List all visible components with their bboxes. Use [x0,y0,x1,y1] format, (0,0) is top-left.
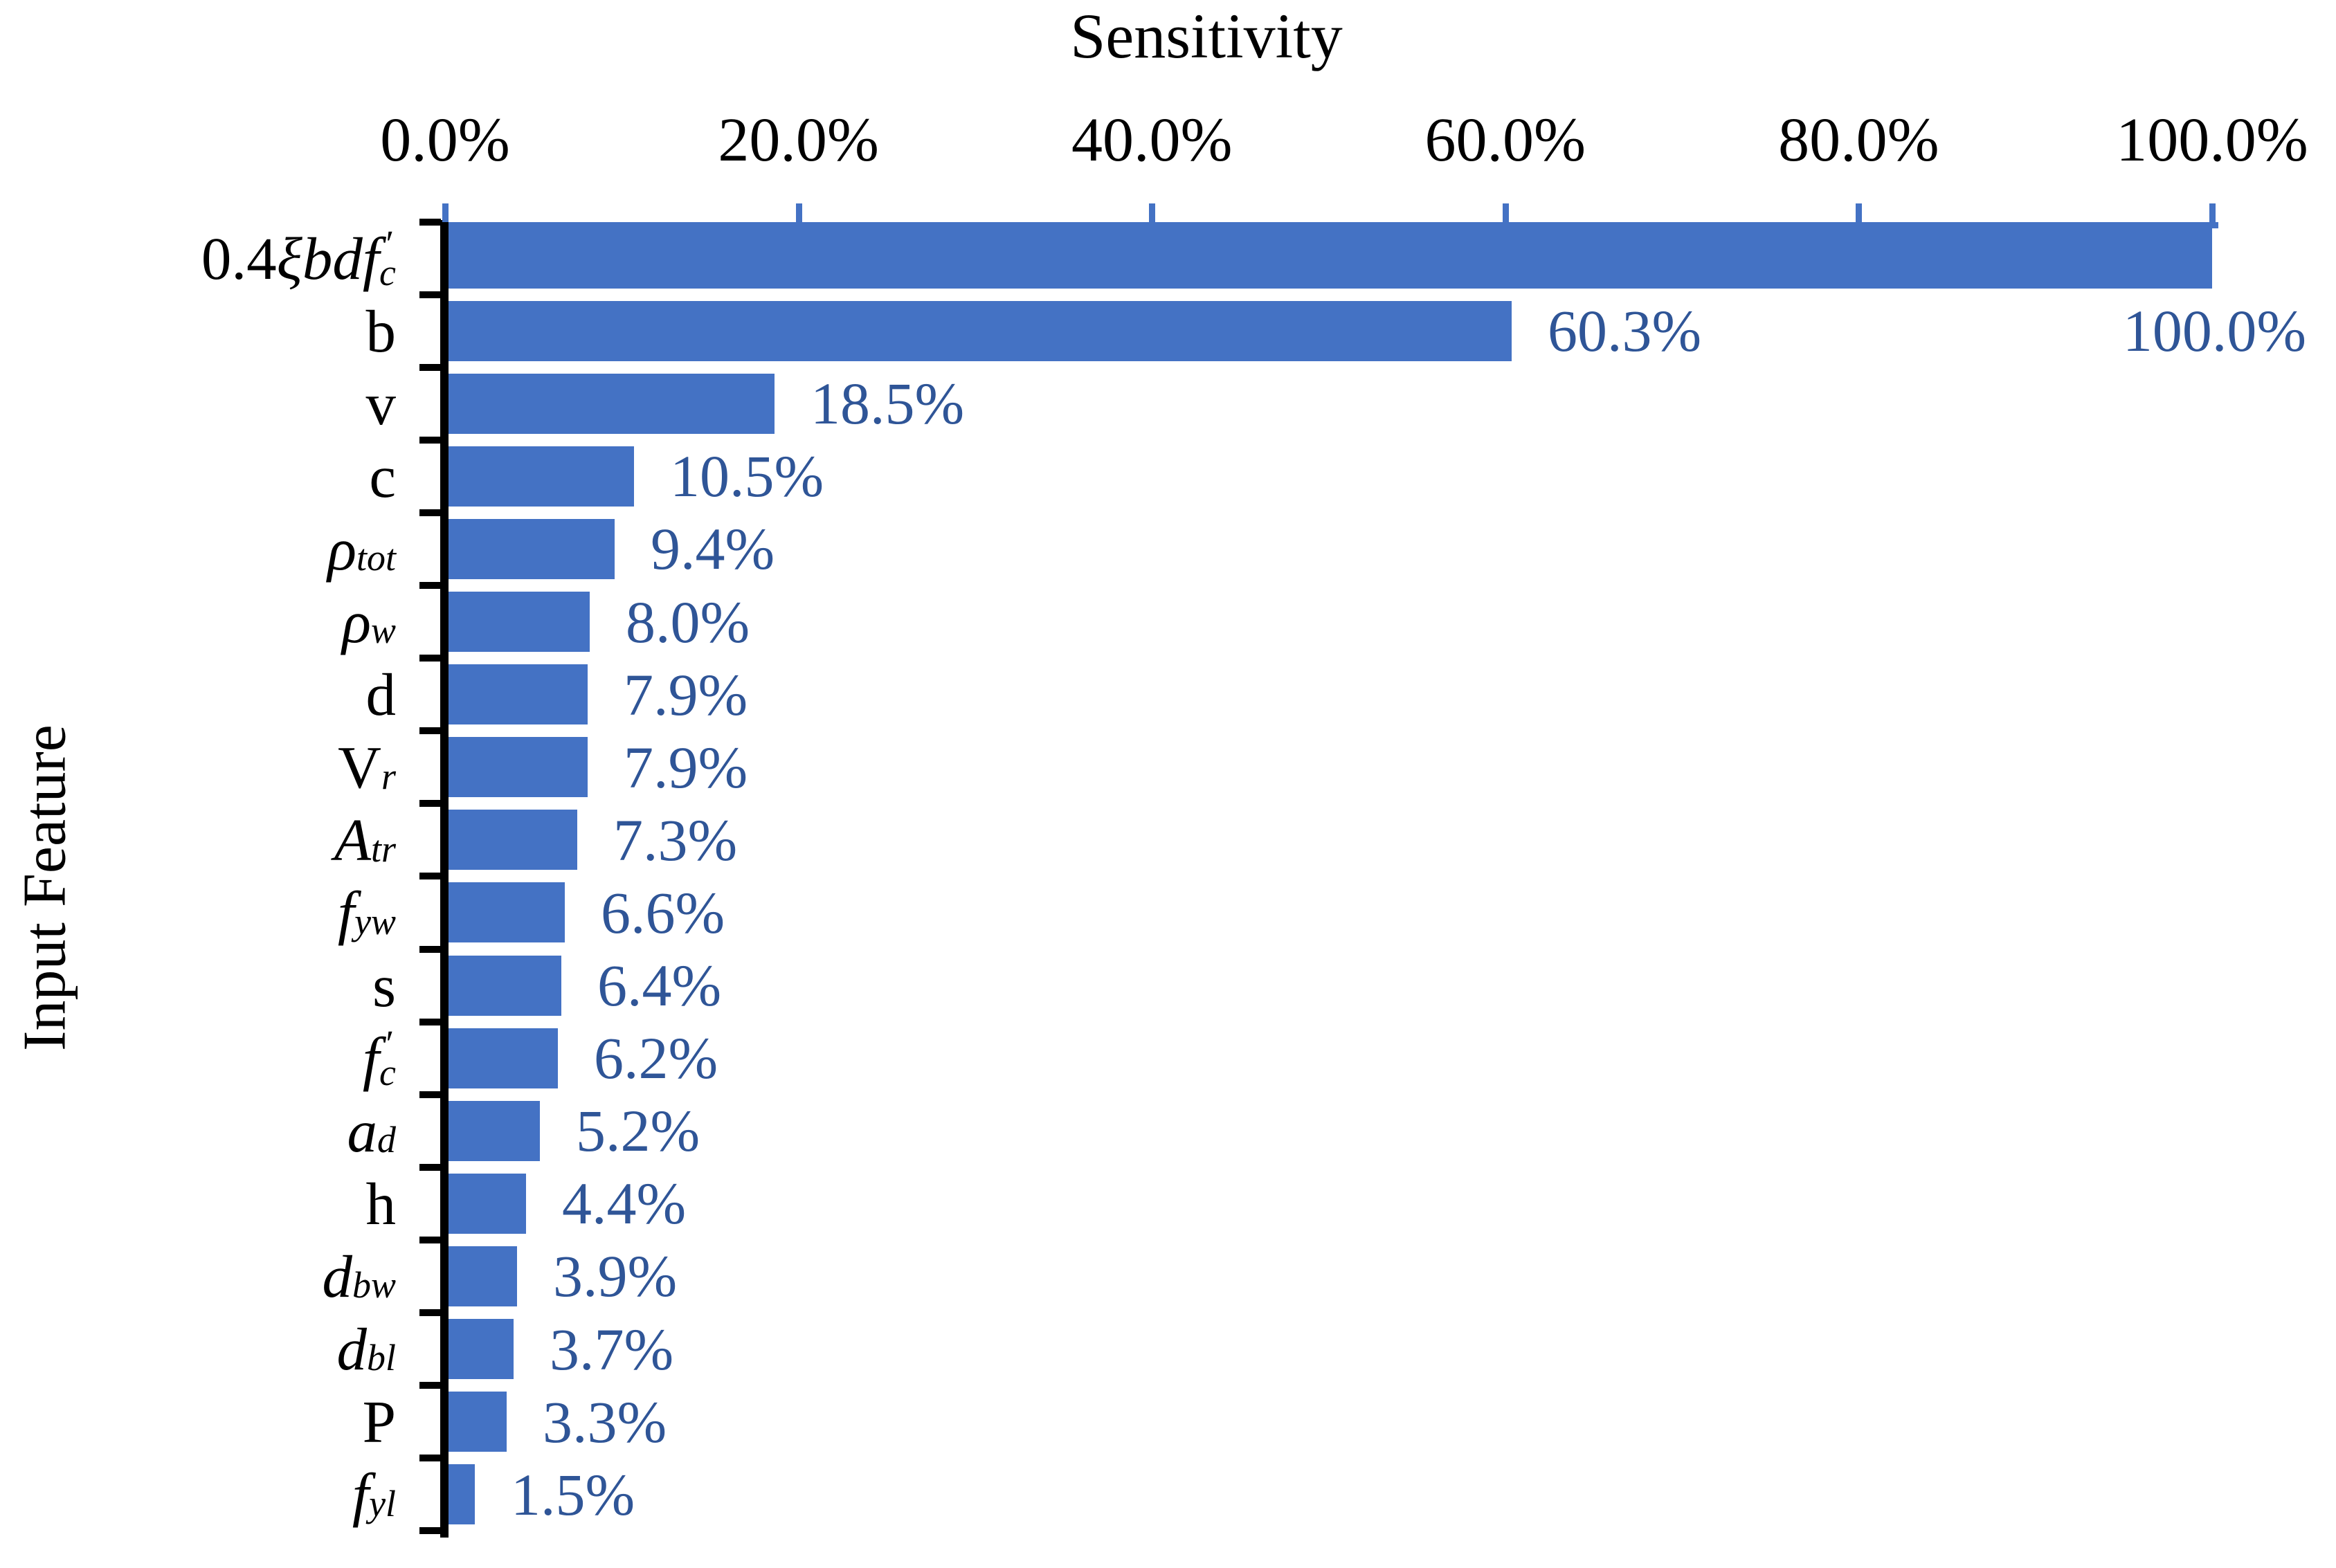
y-tick [419,218,441,226]
category-label: f yw [337,879,396,947]
x-tick [1502,203,1509,222]
bar [449,1028,558,1088]
bar [449,373,775,434]
bar [449,737,588,798]
bar-value-label: 6.2% [594,1025,718,1092]
bar-value-label: 6.6% [601,879,725,946]
y-tick [419,873,441,880]
category-label: v [365,370,397,437]
bar-value-label: 8.0% [626,588,750,655]
y-tick [419,509,441,516]
x-tick [442,203,449,222]
x-tick [1856,203,1863,222]
bar [449,1173,526,1234]
bar [449,518,615,579]
y-tick [419,1018,441,1025]
y-tick [419,436,441,444]
bar-value-label: 4.4% [562,1170,687,1237]
bar [449,228,2212,289]
y-tick [419,1091,441,1098]
bar [449,955,561,1016]
category-label: d [365,661,397,729]
bar-value-label: 1.5% [511,1461,635,1528]
bar [449,1464,475,1525]
bar-value-label: 7.9% [624,661,748,728]
bar [449,592,590,652]
x-tick-label: 100.0% [2116,106,2308,174]
x-tick [795,203,802,222]
bar [449,300,1512,361]
x-axis-line [449,222,2218,228]
y-tick [419,655,441,662]
y-tick [419,1309,441,1316]
y-axis-line [440,220,449,1538]
category-label: s [372,951,396,1019]
category-label: P [362,1388,396,1456]
bar [449,664,588,725]
bar-value-label: 100.0% [2122,298,2306,365]
y-tick [419,945,441,953]
y-tick [419,1163,441,1171]
bar [449,1246,517,1306]
category-label: f ′ c [362,1023,396,1094]
category-label: ρ tot [327,515,396,583]
y-tick [419,291,441,298]
x-tick [1149,203,1156,222]
bar-value-label: 10.5% [670,443,824,510]
y-tick [419,1236,441,1243]
prime-subscript: ′ c [379,1023,396,1094]
category-label: f yl [352,1461,396,1529]
category-label: d bl [336,1315,396,1383]
bar-value-label: 7.3% [613,806,738,873]
x-tick-label: 0.0% [380,106,510,174]
x-tick-label: 40.0% [1071,106,1233,174]
y-tick [419,1382,441,1389]
category-label: d bw [322,1242,396,1310]
y-tick [419,1455,441,1462]
bar [449,1392,507,1452]
bar [449,1319,514,1379]
x-tick-label: 60.0% [1424,106,1586,174]
category-label: h [365,1169,397,1237]
bar-value-label: 9.4% [651,516,775,583]
bar [449,810,577,870]
bar-value-label: 60.3% [1548,298,1702,365]
x-tick-label: 20.0% [718,106,879,174]
bar-value-label: 3.7% [550,1315,674,1383]
bar-value-label: 5.2% [576,1097,700,1165]
bar-value-label: 3.9% [553,1243,678,1310]
category-label: 0.4 ξbdf ′ c [201,222,396,294]
x-tick-label: 80.0% [1778,106,1939,174]
x-tick [2209,203,2216,222]
category-label: b [365,297,397,365]
y-tick [419,727,441,735]
bar [449,446,634,507]
bar-value-label: 7.9% [624,733,748,801]
y-tick [419,800,441,808]
prime-subscript: ′ c [379,222,396,294]
y-tick [419,582,441,589]
chart-title: Sensitivity [1070,1,1343,71]
bar [449,1100,540,1161]
y-axis-title: Input Feature [11,724,79,1051]
bar-value-label: 3.3% [543,1388,667,1455]
category-label: c [369,442,396,510]
y-tick [419,1527,441,1535]
y-tick [419,363,441,371]
bar [449,882,565,943]
bar-value-label: 6.4% [597,952,722,1019]
bar-value-label: 18.5% [811,370,965,437]
